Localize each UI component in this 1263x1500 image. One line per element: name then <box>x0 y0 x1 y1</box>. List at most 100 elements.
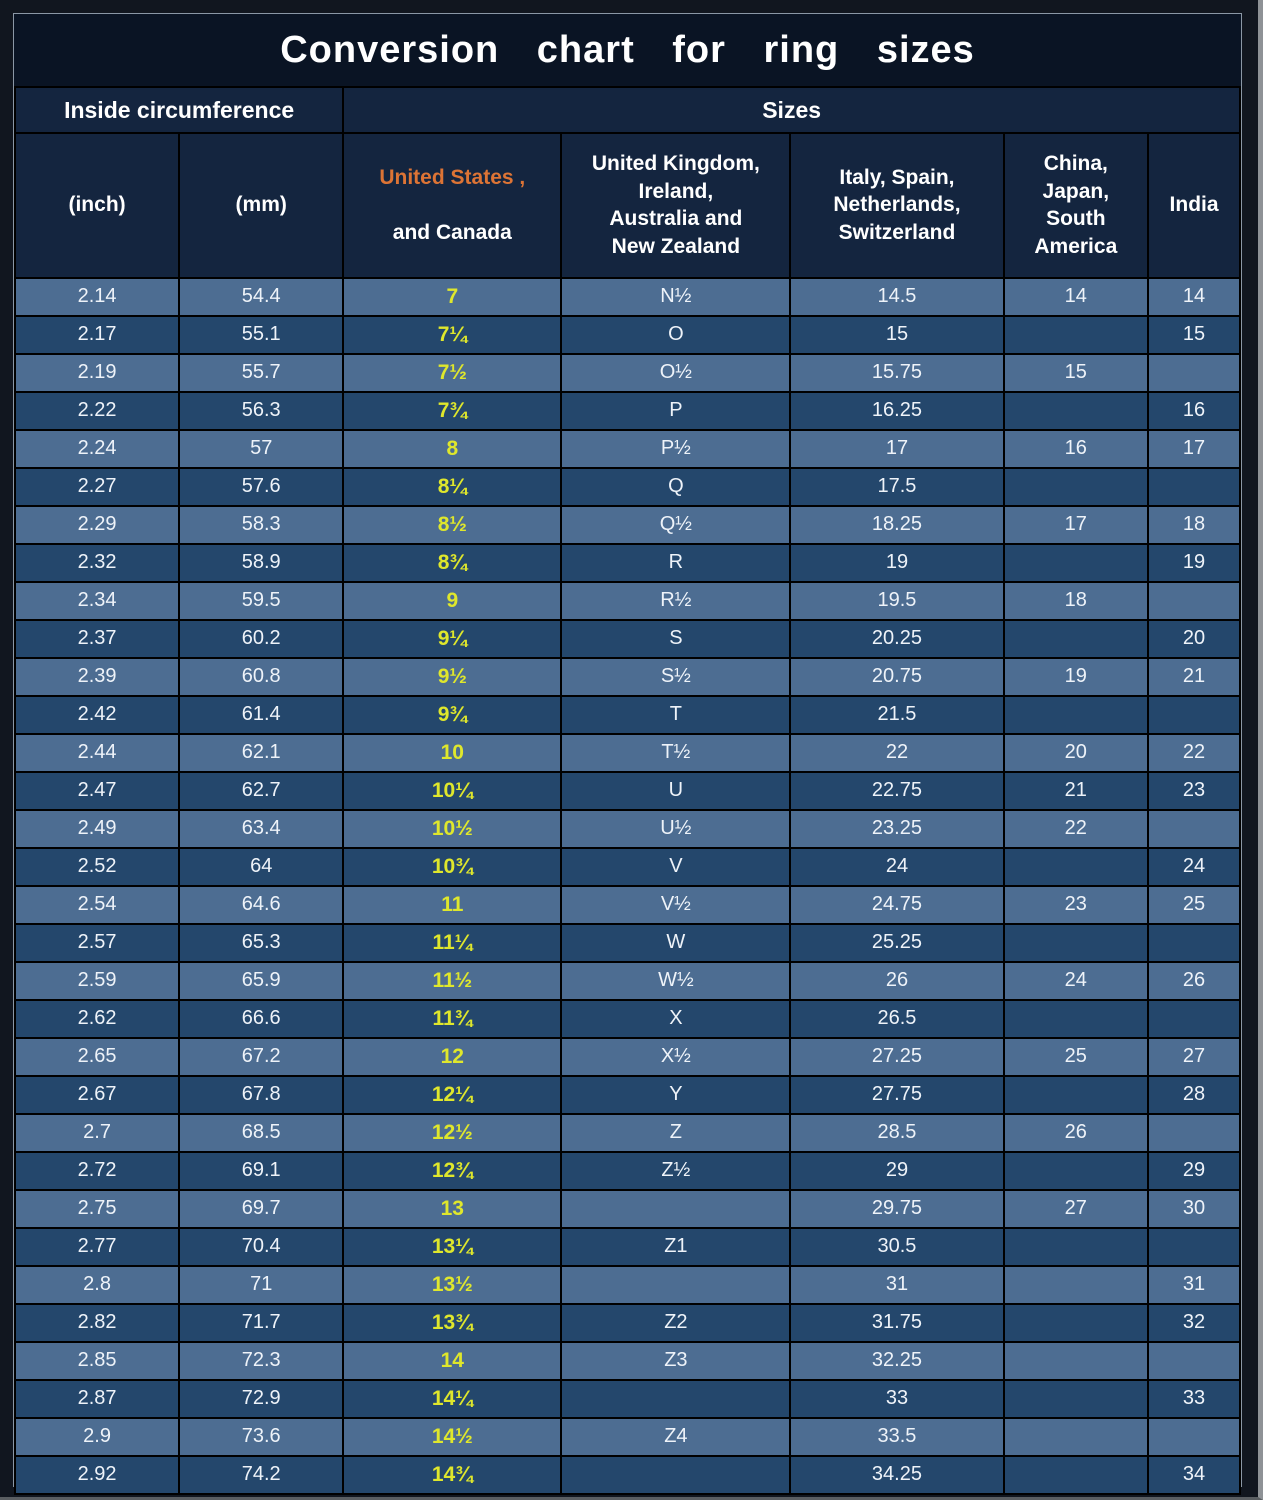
table-cell: 2.29 <box>13 504 181 545</box>
table-cell: 2.22 <box>13 390 181 431</box>
table-cell: R <box>560 542 792 583</box>
table-cell <box>1002 1416 1150 1457</box>
table-cell: 14¼ <box>342 1378 563 1419</box>
table-cell: 70.4 <box>178 1226 345 1267</box>
table-row: 2.27 57.6 8¼ Q 17.5 <box>13 466 1241 507</box>
table-cell <box>1002 466 1150 507</box>
table-cell <box>560 1188 792 1229</box>
table-cell: 31 <box>1147 1264 1241 1305</box>
table-cell: 55.7 <box>178 352 345 393</box>
table-cell: 2.92 <box>13 1454 181 1495</box>
column-header-row: (inch) (mm) United States , and Canada U… <box>13 132 1241 279</box>
table-cell: 16 <box>1147 390 1241 431</box>
table-row: 2.75 69.7 13 29.75 27 30 <box>13 1188 1241 1229</box>
table-cell: 69.1 <box>178 1150 345 1191</box>
table-cell: Q <box>560 466 792 507</box>
table-cell: 12¾ <box>342 1150 563 1191</box>
table-cell <box>1002 314 1150 355</box>
table-cell: 67.2 <box>178 1036 345 1077</box>
table-cell: Z½ <box>560 1150 792 1191</box>
table-row: 2.77 70.4 13¼ Z1 30.5 <box>13 1226 1241 1267</box>
table-cell: 24 <box>1002 960 1150 1001</box>
table-row: 2.54 64.6 11 V½ 24.75 23 25 <box>13 884 1241 925</box>
table-row: 2.59 65.9 11½ W½ 26 24 26 <box>13 960 1241 1001</box>
table-row: 2.92 74.2 14¾ 34.25 34 <box>13 1454 1241 1495</box>
table-cell: 62.7 <box>178 770 345 811</box>
table-cell: 54.4 <box>178 276 345 317</box>
table-cell: 14 <box>342 1340 563 1381</box>
table-cell: 57.6 <box>178 466 345 507</box>
table-cell: 30 <box>1147 1188 1241 1229</box>
table-cell <box>1002 694 1150 735</box>
table-cell: 13 <box>342 1188 563 1229</box>
table-cell: 14½ <box>342 1416 563 1457</box>
table-cell: 8½ <box>342 504 563 545</box>
table-cell: 2.57 <box>13 922 181 963</box>
table-cell: 13¾ <box>342 1302 563 1343</box>
table-cell: X <box>560 998 792 1039</box>
table-cell: 55.1 <box>178 314 345 355</box>
table-cell: 72.3 <box>178 1340 345 1381</box>
table-cell: 2.87 <box>13 1378 181 1419</box>
table-row: 2.17 55.1 7¼ O 15 15 <box>13 314 1241 355</box>
table-cell: 7¼ <box>342 314 563 355</box>
table-cell: 19 <box>1002 656 1150 697</box>
table-cell: 20 <box>1147 618 1241 659</box>
table-cell: 19.5 <box>789 580 1005 621</box>
table-cell <box>1002 1264 1150 1305</box>
table-cell <box>1002 542 1150 583</box>
table-cell: 26 <box>789 960 1005 1001</box>
table-cell: 10 <box>342 732 563 773</box>
table-cell: 2.59 <box>13 960 181 1001</box>
table-cell: Z1 <box>560 1226 792 1267</box>
table-row: 2.52 64 10¾ V 24 24 <box>13 846 1241 887</box>
table-cell: 11¾ <box>342 998 563 1039</box>
table-cell: 65.3 <box>178 922 345 963</box>
table-cell: 61.4 <box>178 694 345 735</box>
table-cell: 12¼ <box>342 1074 563 1115</box>
table-cell: 21 <box>1002 770 1150 811</box>
col-header-italy-spain-netherlands-switzerland: Italy, Spain, Netherlands, Switzerland <box>789 132 1005 279</box>
col-header-uk-ireland-australia-nz: United Kingdom, Ireland, Australia and N… <box>560 132 792 279</box>
table-cell: Q½ <box>560 504 792 545</box>
table-cell: 14 <box>1002 276 1150 317</box>
table-cell: T <box>560 694 792 735</box>
table-cell: 29 <box>1147 1150 1241 1191</box>
col-header-india: India <box>1147 132 1241 279</box>
table-cell <box>1147 1112 1241 1153</box>
table-cell: 2.44 <box>13 732 181 773</box>
table-cell: 9½ <box>342 656 563 697</box>
table-cell: U <box>560 770 792 811</box>
table-cell: 2.62 <box>13 998 181 1039</box>
us-header-accent: United States , <box>379 165 526 189</box>
table-cell: 24 <box>789 846 1005 887</box>
table-cell: 18 <box>1002 580 1150 621</box>
table-cell: P½ <box>560 428 792 469</box>
table-cell: S <box>560 618 792 659</box>
table-cell: 17 <box>1002 504 1150 545</box>
table-row: 2.9 73.6 14½ Z4 33.5 <box>13 1416 1241 1457</box>
table-cell <box>560 1454 792 1495</box>
table-cell: P <box>560 390 792 431</box>
table-cell: 66.6 <box>178 998 345 1039</box>
table-cell: 18 <box>1147 504 1241 545</box>
table-row: 2.49 63.4 10½ U½ 23.25 22 <box>13 808 1241 849</box>
table-cell <box>1147 1416 1241 1457</box>
table-cell: 2.9 <box>13 1416 181 1457</box>
page-title: Conversion chart for ring sizes <box>280 28 975 71</box>
group-header-row: Inside circumference Sizes <box>13 86 1241 134</box>
col-header-mm: (mm) <box>178 132 345 279</box>
table-cell: 28 <box>1147 1074 1241 1115</box>
table-row: 2.47 62.7 10¼ U 22.75 21 23 <box>13 770 1241 811</box>
table-row: 2.42 61.4 9¾ T 21.5 <box>13 694 1241 735</box>
chart-title-bar: Conversion chart for ring sizes <box>14 14 1241 86</box>
table-cell: 65.9 <box>178 960 345 1001</box>
table-cell: N½ <box>560 276 792 317</box>
table-cell: 74.2 <box>178 1454 345 1495</box>
table-cell: 2.24 <box>13 428 181 469</box>
table-row: 2.87 72.9 14¼ 33 33 <box>13 1378 1241 1419</box>
table-cell: 2.49 <box>13 808 181 849</box>
group-header-inside-circumference: Inside circumference <box>13 86 345 134</box>
table-row: 2.39 60.8 9½ S½ 20.75 19 21 <box>13 656 1241 697</box>
table-cell: 11½ <box>342 960 563 1001</box>
